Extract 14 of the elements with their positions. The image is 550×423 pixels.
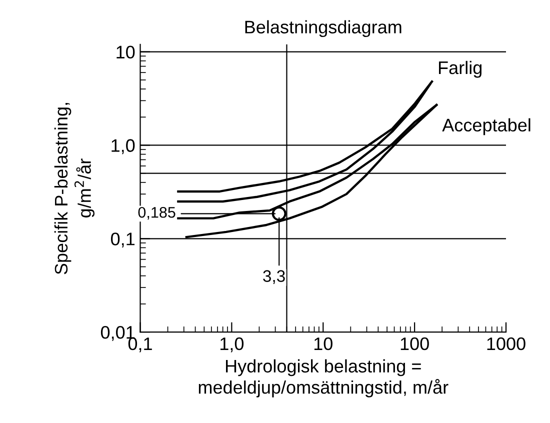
annotation: 0,185: [138, 206, 176, 220]
chart-title: Belastningsdiagram: [245, 20, 402, 38]
x-tick-label: 10: [314, 337, 332, 350]
x-tick-label: 100: [400, 337, 429, 350]
y-tick-label: 0,1: [110, 232, 135, 248]
y-axis-title: Specifik P-belastning, g/m$^{2}$/år: [54, 103, 95, 274]
series-label: Acceptabel: [442, 118, 530, 136]
y-tick-label: 1,0: [112, 139, 135, 154]
y-tick-label: 10: [116, 46, 135, 59]
x-tick-label: 1,0: [220, 337, 244, 352]
series-label: Farlig: [438, 60, 482, 78]
x-axis-title: Hydrologisk belastning = medeldjup/omsättningstid, m/år: [198, 359, 448, 398]
annotation: 3,3: [263, 270, 285, 284]
x-tick-label: 1000: [487, 337, 526, 350]
